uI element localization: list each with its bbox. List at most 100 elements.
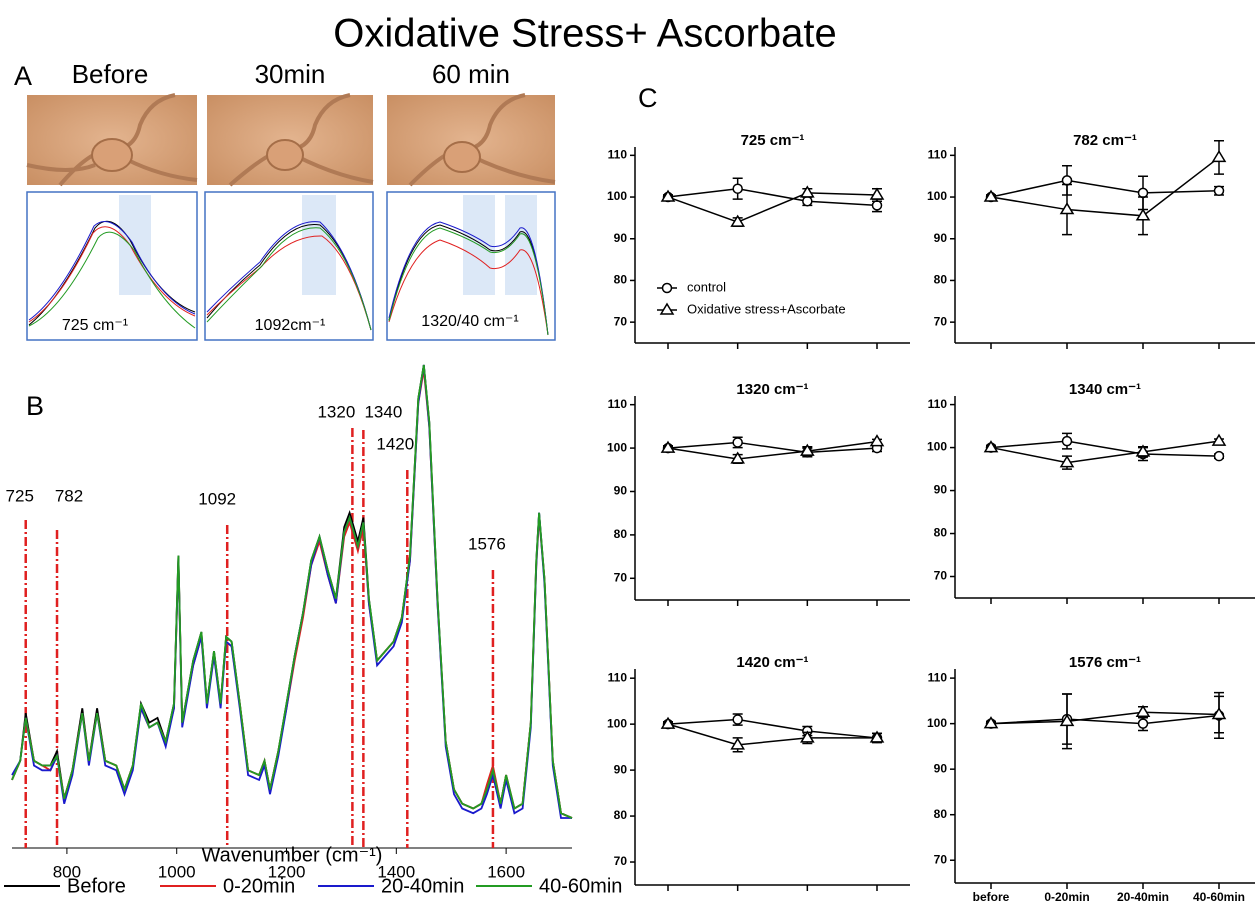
marker-label: 1092 [198, 489, 236, 508]
y-tick-label: 100 [607, 716, 627, 730]
legend-label: Oxidative stress+Ascorbate [687, 301, 846, 316]
legend-label: 40-60min [539, 875, 622, 897]
y-tick-label: 110 [928, 670, 948, 684]
chart-title: 725 cm⁻¹ [741, 132, 805, 149]
y-tick-label: 70 [934, 569, 948, 583]
y-tick-label: 100 [927, 440, 947, 454]
time-label: Before [72, 59, 149, 89]
marker-circle [733, 715, 742, 724]
x-tick-label: 20-40min [1117, 890, 1169, 903]
cell-body [92, 139, 132, 171]
y-tick-label: 100 [607, 440, 627, 454]
cell-body [444, 142, 480, 172]
series-line [668, 189, 877, 206]
spectrum-line [12, 370, 572, 818]
inset-label: 725 cm⁻¹ [62, 317, 128, 334]
y-tick-label: 110 [608, 397, 628, 411]
y-tick-label: 90 [934, 231, 948, 245]
y-tick-label: 90 [614, 484, 628, 498]
y-tick-label: 90 [934, 483, 948, 497]
x-tick-label: 0-20min [1044, 890, 1089, 903]
marker-circle [1215, 186, 1224, 195]
y-tick-label: 100 [927, 716, 947, 730]
marker-circle [733, 184, 742, 193]
chart-title: 782 cm⁻¹ [1073, 132, 1137, 149]
inset-label: 1320/40 cm⁻¹ [421, 313, 518, 330]
y-tick-label: 80 [614, 273, 628, 287]
x-tick-label: 1600 [487, 862, 525, 881]
series-line [668, 720, 877, 738]
chart-title: 1420 cm⁻¹ [736, 654, 808, 671]
spectrum-line [12, 365, 572, 818]
y-tick-label: 70 [934, 852, 948, 866]
inset-curve [29, 227, 195, 322]
marker-label: 1320 [317, 402, 355, 421]
inset-curve [207, 222, 371, 330]
insets: 725 cm⁻¹ 1092cm⁻¹ 1320/40 cm⁻¹ [27, 192, 555, 340]
legend-label: control [687, 279, 726, 294]
marker-label: 1420 [376, 434, 414, 453]
y-tick-label: 80 [614, 527, 628, 541]
chart-title: 1340 cm⁻¹ [1069, 381, 1141, 398]
inset-curve [207, 236, 371, 330]
y-tick-label: 100 [927, 189, 947, 203]
y-tick-label: 70 [614, 314, 628, 328]
chart-title: 1320 cm⁻¹ [736, 381, 808, 398]
y-tick-label: 90 [614, 231, 628, 245]
x-axis-title: Wavenumber (cm⁻¹) [202, 844, 383, 866]
legend-label: 0-20min [223, 875, 295, 897]
highlight [119, 195, 151, 295]
micrograph [387, 95, 555, 185]
y-tick-label: 80 [934, 807, 948, 821]
marker-circle [733, 438, 742, 447]
marker-label: 782 [55, 486, 83, 505]
spectrum-line [12, 365, 572, 818]
inset-curve [207, 228, 371, 330]
marker-circle [663, 284, 672, 293]
y-tick-label: 110 [928, 397, 948, 411]
y-tick-label: 110 [608, 670, 628, 684]
inset-curve [29, 232, 195, 328]
marker-triangle [871, 436, 883, 446]
series-line [668, 442, 877, 452]
panel-label: B [26, 391, 44, 421]
marker-triangle [871, 189, 883, 199]
marker-label: 1576 [468, 534, 506, 553]
inset-curve [29, 221, 195, 325]
x-tick-label: 1000 [158, 862, 196, 881]
marker-circle [1139, 719, 1148, 728]
y-tick-label: 70 [614, 854, 628, 868]
panel-label: C [638, 83, 658, 113]
panel-label: A [14, 61, 32, 91]
marker-label: 1340 [364, 402, 402, 421]
y-tick-label: 80 [934, 526, 948, 540]
marker-triangle [661, 304, 673, 314]
legend-label: Before [67, 875, 126, 897]
figure-title: Oxidative Stress+ Ascorbate [333, 12, 837, 56]
marker-triangle [1137, 706, 1149, 716]
cell-body [267, 140, 303, 170]
x-tick-label: 40-60min [1193, 890, 1245, 903]
spectrum-line [12, 365, 572, 818]
y-tick-label: 70 [934, 314, 948, 328]
highlight [302, 195, 336, 295]
y-tick-label: 70 [614, 570, 628, 584]
marker-triangle [1213, 435, 1225, 445]
time-label: 60 min [432, 59, 510, 89]
series-line [668, 193, 877, 222]
figure: Oxidative Stress+ Ascorbate A B C Before… [0, 0, 1258, 903]
time-label: 30min [255, 59, 326, 89]
marker-triangle [1213, 151, 1225, 161]
marker-circle [873, 201, 882, 210]
inset-curve [207, 225, 371, 331]
marker-circle [1139, 188, 1148, 197]
chart-title: 1576 cm⁻¹ [1069, 654, 1141, 671]
y-tick-label: 110 [608, 148, 628, 162]
marker-circle [1063, 437, 1072, 446]
micrographs [27, 95, 555, 185]
marker-circle [1063, 176, 1072, 185]
x-tick-label: before [973, 890, 1010, 903]
marker-circle [1215, 452, 1224, 461]
y-tick-label: 110 [928, 148, 948, 162]
y-tick-label: 100 [607, 189, 627, 203]
